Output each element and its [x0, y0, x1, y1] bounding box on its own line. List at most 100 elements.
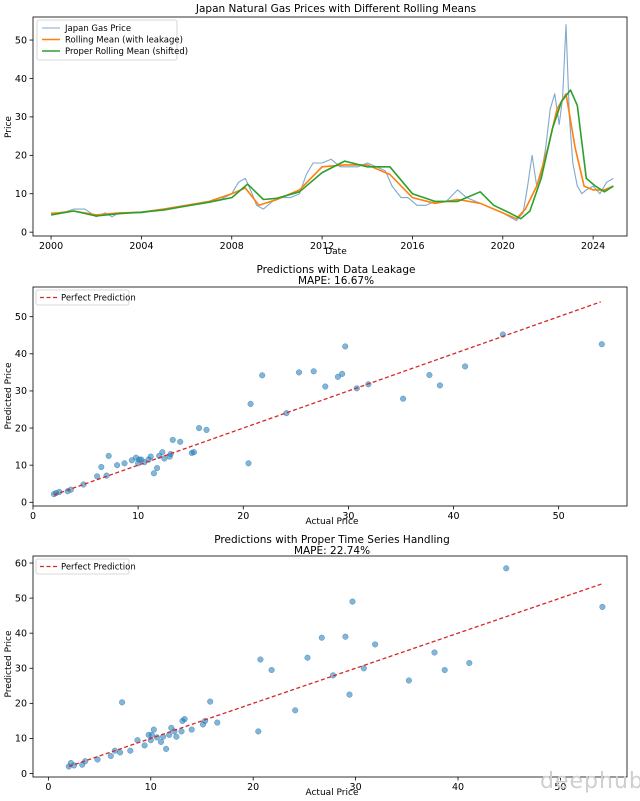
scatter-point	[119, 699, 126, 706]
leakage-scatter-panel: Predictions with Data Leakage MAPE: 16.6…	[4, 264, 628, 527]
proper-scatter-ytick-label: 10	[15, 734, 27, 745]
legend-box	[36, 19, 178, 61]
leakage-scatter-xtick-label: 10	[132, 511, 144, 522]
scatter-point	[207, 698, 214, 705]
scatter-point	[114, 462, 121, 469]
scatter-point	[466, 659, 473, 667]
leakage-scatter-subtitle: MAPE: 16.67%	[298, 275, 374, 287]
scatter-point	[141, 742, 148, 749]
proper-scatter-ticks: 0 10 20 30 40 50 0 10 20 30 40 50 60	[15, 558, 567, 793]
legend-box	[35, 558, 130, 575]
leakage-scatter-ytick-label: 10	[15, 460, 27, 471]
leakage-scatter-xtick-label: 50	[553, 511, 565, 522]
legend-box	[35, 289, 130, 306]
scatter-point	[360, 665, 367, 672]
scatter-point	[462, 363, 469, 370]
scatter-point	[268, 666, 275, 674]
scatter-point	[117, 749, 124, 756]
series-line-3	[50, 89, 614, 220]
line-chart-ytick-label: 40	[15, 74, 27, 85]
line-chart-ytick-label: 10	[15, 189, 27, 200]
scatter-point	[257, 656, 264, 663]
scatter-point	[292, 707, 299, 714]
scatter-point	[177, 438, 184, 445]
line-chart-xlabel: Date	[325, 247, 347, 257]
scatter-point	[259, 372, 266, 379]
line-chart-ytick-label: 30	[15, 112, 27, 123]
proper-scatter-ytick-label: 40	[15, 628, 27, 639]
scatter-point	[148, 731, 155, 738]
scatter-point	[255, 728, 262, 735]
proper-scatter-xtick-label: 50	[554, 782, 566, 793]
line-chart-legend: Japan Gas Price Rolling Mean (with leakag…	[36, 19, 188, 61]
line-chart-ytick-label: 0	[21, 227, 27, 238]
scatter-point	[334, 373, 341, 380]
line-chart-title: Japan Natural Gas Prices with Different …	[195, 3, 476, 15]
scatter-point	[436, 382, 443, 389]
scatter-point	[426, 371, 433, 379]
scatter-point	[295, 369, 303, 376]
scatter-point	[310, 368, 317, 375]
scatter-point	[318, 634, 325, 641]
proper-scatter-ytick-label: 0	[21, 769, 27, 780]
scatter-point	[121, 460, 128, 467]
leakage-scatter-ytick-label: 0	[21, 498, 27, 509]
scatter-point	[196, 425, 203, 432]
scatter-point	[372, 641, 379, 648]
proper-scatter-xtick-label: 0	[45, 782, 51, 793]
line-chart-ytick-label: 20	[15, 151, 27, 162]
line-chart-ticks: 2000 2004 2008 2012 2016 2020 2024 0 10 20 30 40 50	[15, 35, 605, 252]
leakage-scatter-frame	[32, 286, 628, 507]
scatter-point	[147, 453, 154, 460]
scatter-point	[94, 473, 101, 480]
scatter-point	[503, 565, 510, 572]
scatter-point	[169, 436, 176, 443]
scatter-point	[322, 383, 329, 390]
scatter-point	[178, 728, 185, 735]
scatter-point	[153, 734, 160, 741]
scatter-point	[599, 603, 606, 610]
scatter-point	[441, 666, 448, 674]
legend-label-1: Japan Gas Price	[64, 24, 131, 34]
scatter-point	[214, 719, 221, 726]
proper-scatter-frame	[32, 555, 628, 778]
scatter-point	[405, 677, 412, 684]
scatter-point	[598, 341, 605, 348]
scatter-point	[80, 481, 87, 488]
legend-label-2: Rolling Mean (with leakage)	[65, 36, 183, 46]
proper-scatter-ytick-label: 50	[15, 593, 27, 604]
scatter-point	[150, 726, 157, 733]
legend-label: Perfect Prediction	[61, 294, 136, 304]
leakage-scatter-series	[50, 301, 605, 498]
line-chart-xtick-label: 2020	[491, 241, 515, 252]
proper-scatter-subtitle: MAPE: 22.74%	[294, 545, 370, 557]
scatter-point	[94, 756, 101, 763]
scatter-point	[105, 452, 112, 459]
leakage-scatter-ylabel: Predicted Price	[4, 362, 14, 430]
scatter-point	[203, 426, 210, 433]
line-chart-xtick-label: 2024	[581, 241, 605, 252]
line-chart-series	[50, 24, 614, 222]
proper-scatter-title: Predictions with Proper Time Series Hand…	[214, 534, 450, 546]
legend-label: Perfect Prediction	[61, 563, 136, 573]
leakage-scatter-xtick-label: 0	[30, 511, 36, 522]
scatter-point	[127, 747, 134, 754]
proper-scatter-xtick-label: 10	[145, 782, 157, 793]
scatter-point	[245, 460, 252, 467]
proper-scatter-xtick-label: 40	[452, 782, 464, 793]
proper-scatter-ytick-label: 20	[15, 699, 27, 710]
line-chart-xtick-label: 2016	[400, 241, 424, 252]
scatter-point	[346, 691, 353, 698]
scatter-point	[349, 598, 356, 605]
leakage-scatter-ytick-label: 30	[15, 386, 27, 397]
scatter-point	[342, 633, 349, 640]
leakage-scatter-xtick-label: 30	[342, 511, 354, 522]
scatter-point	[159, 449, 166, 456]
leakage-scatter-legend: Perfect Prediction	[35, 289, 136, 306]
scatter-point	[181, 716, 188, 723]
scatter-point	[166, 731, 173, 738]
leakage-scatter-title: Predictions with Data Leakage	[256, 264, 415, 276]
line-chart-xtick-label: 2000	[39, 241, 63, 252]
proper-scatter-legend: Perfect Prediction	[35, 558, 136, 575]
